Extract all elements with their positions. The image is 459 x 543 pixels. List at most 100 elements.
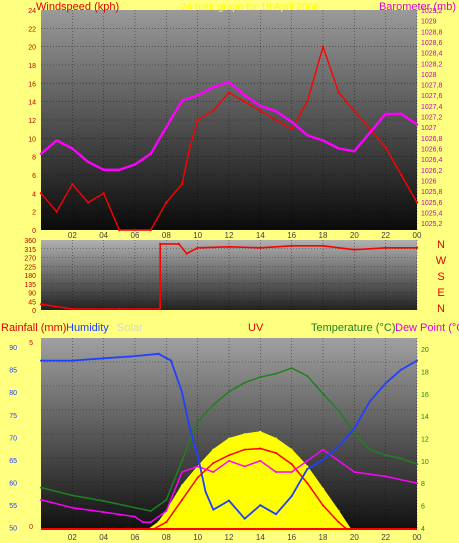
- windspeed-point: [71, 182, 74, 186]
- rainfall-label: Rainfall (mm): [1, 322, 66, 334]
- humidity-point: [337, 445, 340, 448]
- temperature-tick-label: 16: [421, 392, 429, 399]
- temperature-point: [243, 381, 246, 384]
- uv-point: [322, 504, 324, 507]
- humidity-point: [71, 359, 74, 362]
- humidity-point: [243, 517, 246, 520]
- compass-label-n-bottom: N: [437, 303, 445, 315]
- windspeed-point: [227, 91, 231, 94]
- barometer-tick-label: 1025,8: [421, 189, 443, 196]
- solar-point: [322, 487, 324, 490]
- barometer-tick-label: 1026,6: [421, 146, 443, 153]
- dew-point-point: [384, 475, 387, 478]
- wind-direction-point: [321, 244, 325, 247]
- windspeed-point: [118, 228, 121, 232]
- temperature-point: [290, 367, 293, 370]
- solar-area: [145, 431, 353, 531]
- temperature-point: [400, 457, 403, 460]
- barometer-point: [149, 152, 152, 156]
- barometer-tick-label: 1029: [421, 19, 437, 26]
- dew-point-point: [181, 470, 183, 473]
- temperature-tick-label: 8: [421, 481, 425, 488]
- temperature-tick-label: 4: [421, 526, 425, 533]
- direction-tick-label: 0: [32, 308, 36, 315]
- humidity-point: [353, 427, 356, 430]
- temperature-tick-label: 14: [421, 414, 429, 421]
- wind-direction-point: [71, 307, 74, 311]
- humidity-point: [157, 352, 160, 355]
- uv-line: [153, 447, 347, 530]
- temperature-line: [40, 367, 418, 512]
- windspeed-point: [337, 91, 340, 94]
- temperature-point: [353, 431, 356, 434]
- direction-tick-label: 180: [24, 273, 36, 280]
- windspeed-point: [243, 100, 246, 103]
- direction-tick-label: 315: [24, 247, 36, 254]
- barometer-axis-label: Barometer (mb): [379, 1, 456, 13]
- x-tick-label: 20: [350, 533, 359, 542]
- x-tick-label: 14: [256, 533, 265, 542]
- dew-point-point: [134, 515, 136, 518]
- humidity-tick-label: 90: [9, 345, 17, 352]
- windspeed-point: [188, 146, 192, 149]
- barometer-tick-label: 1027,2: [421, 115, 443, 122]
- x-tick-label: 08: [162, 533, 171, 542]
- temperature-point: [40, 486, 42, 489]
- wind-panel-grid: [41, 10, 418, 230]
- solar-point: [275, 437, 277, 440]
- humidity-point: [416, 359, 418, 362]
- humidity-label: Humidity: [66, 322, 109, 334]
- barometer-point: [243, 94, 246, 97]
- compass-label-s: S: [437, 271, 444, 283]
- dew-point-point: [259, 459, 262, 462]
- barometer-point: [306, 133, 309, 137]
- humidity-point: [40, 359, 42, 362]
- windspeed-point: [39, 192, 43, 195]
- barometer-point: [368, 131, 372, 134]
- solar-point: [259, 430, 262, 433]
- barometer-tick-label: 1026: [421, 178, 437, 185]
- solar-point: [181, 484, 183, 487]
- temperature-tick-label: 10: [421, 459, 429, 466]
- windspeed-tick-label: 2: [32, 210, 36, 217]
- barometer-tick-label: 1028,6: [421, 40, 443, 47]
- uv-point: [212, 462, 215, 465]
- uv-point: [259, 447, 262, 450]
- x-tick-label: 10: [193, 231, 202, 240]
- solar-point: [243, 433, 246, 435]
- compass-label-n-top: N: [437, 239, 445, 251]
- windspeed-point: [306, 100, 309, 103]
- barometer-point: [227, 80, 231, 84]
- barometer-point: [212, 86, 215, 89]
- humidity-point: [369, 400, 371, 403]
- x-tick-label: 10: [193, 533, 202, 542]
- windspeed-point: [165, 201, 168, 204]
- temperature-point: [384, 454, 387, 457]
- x-tick-label: 12: [225, 231, 234, 240]
- humidity-point: [322, 458, 324, 461]
- barometer-tick-label: 1028,8: [421, 29, 443, 36]
- dew-point-point: [212, 470, 215, 473]
- barometer-tick-label: 1026,8: [421, 136, 443, 143]
- chart-title: 24 hour graph for 18 April 2008: [181, 2, 319, 13]
- humidity-point: [384, 382, 387, 385]
- humidity-point: [212, 508, 215, 511]
- temperature-tick-label: 6: [421, 503, 425, 510]
- windspeed-line: [40, 46, 418, 231]
- barometer-tick-label: 1027,6: [421, 93, 443, 100]
- uv-point: [337, 521, 340, 524]
- barometer-point: [259, 104, 262, 108]
- x-tick-label: 22: [381, 231, 390, 240]
- windspeed-tick-label: 10: [28, 136, 36, 143]
- barometer-point: [39, 152, 43, 156]
- dew-point-point: [416, 482, 418, 485]
- temperature-tick-label: 12: [421, 436, 429, 443]
- barometer-point: [321, 139, 325, 142]
- dew-point-point: [337, 459, 340, 462]
- humidity-line: [41, 352, 418, 520]
- temperature-point: [369, 448, 371, 451]
- temperature-point: [196, 420, 199, 423]
- humidity-point: [275, 513, 277, 516]
- windspeed-point: [149, 228, 152, 232]
